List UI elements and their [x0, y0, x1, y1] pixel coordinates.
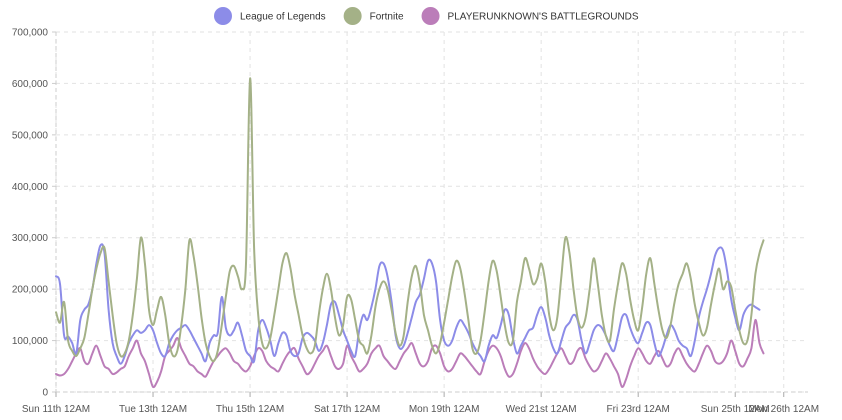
x-tick-label: Sun 11th 12AM — [22, 404, 90, 415]
x-axis: Sun 11th 12AM Tue 13th 12AM Thu 15th 12AM S… — [22, 391, 819, 415]
x-tick-label: Sun 25th 12AM — [701, 404, 770, 415]
x-tick-label: Thu 15th 12AM — [216, 404, 284, 415]
grid — [55, 31, 808, 393]
y-tick-label: 400,000 — [12, 182, 49, 193]
legend-swatch — [214, 7, 232, 25]
x-tick-label: Mon 19th 12AM — [409, 404, 480, 415]
legend-item-league-of-legends[interactable]: League of Legends — [214, 7, 326, 25]
y-axis: 0 100,000 200,000 300,000 400,000 500,000 600,… — [12, 28, 57, 399]
y-tick-label: 700,000 — [12, 28, 49, 39]
y-tick-label: 500,000 — [12, 130, 49, 141]
x-tick-label: Sat 17th 12AM — [314, 404, 380, 415]
series-line-fortnite — [55, 77, 765, 363]
legend-label: League of Legends — [240, 12, 326, 23]
legend-swatch — [343, 7, 362, 25]
legend-label: PLAYERUNKNOWN'S BATTLEGROUNDS — [448, 12, 639, 23]
x-tick-label: Fri 23rd 12AM — [607, 404, 670, 415]
y-tick-label: 600,000 — [12, 79, 49, 90]
series-lines — [55, 77, 765, 389]
x-tick-label: Wed 21st 12AM — [506, 404, 577, 415]
y-tick-label: 300,000 — [12, 233, 49, 244]
series-line-playerunknown-s-battlegrounds — [55, 318, 765, 389]
legend: League of Legends Fortnite PLAYERUNKNOWN'S… — [214, 7, 639, 25]
legend-item-fortnite[interactable]: Fortnite — [343, 7, 404, 25]
legend-swatch — [421, 7, 440, 25]
y-tick-label: 100,000 — [12, 336, 49, 347]
legend-label: Fortnite — [370, 12, 404, 23]
x-tick-label: Mon 26th 12AM — [748, 404, 819, 415]
y-tick-label: 200,000 — [12, 285, 49, 296]
y-tick-label: 0 — [42, 388, 48, 399]
x-tick-label: Tue 13th 12AM — [119, 404, 187, 415]
series-line-league-of-legends — [55, 243, 761, 365]
legend-item-playerunknown-s-battlegrounds[interactable]: PLAYERUNKNOWN'S BATTLEGROUNDS — [421, 7, 639, 25]
